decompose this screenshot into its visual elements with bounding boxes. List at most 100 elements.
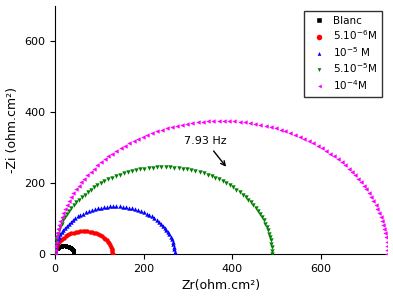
Point bbox=[151, 216, 157, 221]
Point bbox=[179, 122, 185, 127]
Point bbox=[167, 165, 173, 170]
Point bbox=[192, 169, 198, 173]
Point bbox=[138, 209, 144, 213]
Point bbox=[123, 205, 129, 209]
Point bbox=[52, 243, 59, 248]
Point bbox=[87, 170, 94, 174]
Point bbox=[73, 229, 79, 234]
Point bbox=[384, 252, 391, 257]
Point bbox=[268, 241, 275, 246]
Point bbox=[118, 146, 124, 150]
Point bbox=[141, 210, 147, 215]
Point bbox=[169, 239, 176, 244]
Point bbox=[94, 163, 101, 168]
Point bbox=[79, 229, 86, 234]
Point bbox=[261, 218, 267, 223]
Point bbox=[52, 250, 58, 255]
Legend: Blanc, 5.10$^{-6}$M, 10$^{-5}$ M, 5.10$^{-5}$M, 10$^{-4}$M: Blanc, 5.10$^{-6}$M, 10$^{-5}$ M, 5.10$^… bbox=[304, 11, 382, 97]
Point bbox=[104, 238, 110, 243]
Point bbox=[58, 238, 64, 243]
Point bbox=[56, 245, 62, 250]
Point bbox=[223, 181, 230, 186]
Point bbox=[169, 125, 175, 129]
Y-axis label: -Zi (ohm.cm²): -Zi (ohm.cm²) bbox=[6, 87, 18, 173]
Point bbox=[135, 136, 141, 141]
Point bbox=[53, 246, 59, 251]
Point bbox=[252, 121, 258, 126]
Point bbox=[381, 226, 387, 231]
Point bbox=[247, 121, 253, 125]
Point bbox=[53, 249, 59, 253]
Point bbox=[342, 163, 348, 168]
Point bbox=[319, 146, 325, 150]
Point bbox=[171, 165, 178, 170]
Point bbox=[109, 248, 116, 253]
Point bbox=[68, 246, 74, 251]
Point bbox=[146, 212, 152, 217]
Point bbox=[82, 229, 88, 234]
Point bbox=[195, 120, 201, 125]
Point bbox=[349, 170, 355, 174]
Point bbox=[97, 181, 104, 186]
Point bbox=[184, 167, 190, 172]
Point bbox=[94, 206, 101, 211]
Point bbox=[52, 252, 58, 257]
Point bbox=[55, 237, 61, 241]
Point bbox=[55, 231, 61, 236]
Point bbox=[231, 119, 237, 124]
Point bbox=[200, 119, 206, 124]
Point bbox=[60, 244, 66, 249]
Point bbox=[107, 243, 114, 248]
Point bbox=[52, 245, 59, 250]
Point bbox=[335, 157, 341, 162]
Point bbox=[58, 245, 64, 249]
Point bbox=[98, 160, 104, 164]
Point bbox=[52, 247, 59, 252]
Point bbox=[61, 235, 67, 240]
Point bbox=[230, 185, 236, 190]
Point bbox=[56, 234, 62, 239]
Point bbox=[69, 246, 75, 251]
Point bbox=[53, 242, 59, 246]
Point bbox=[373, 202, 379, 207]
Point bbox=[71, 252, 77, 257]
Point bbox=[171, 252, 178, 257]
Point bbox=[86, 229, 93, 234]
Point bbox=[208, 174, 215, 179]
Point bbox=[71, 250, 77, 255]
Point bbox=[52, 251, 58, 256]
Point bbox=[267, 125, 274, 129]
Point bbox=[162, 225, 168, 230]
Point bbox=[71, 203, 77, 208]
Point bbox=[52, 252, 58, 257]
Point bbox=[384, 248, 391, 252]
Point bbox=[89, 229, 95, 234]
Point bbox=[55, 246, 62, 251]
Point bbox=[126, 141, 132, 146]
Point bbox=[99, 234, 105, 239]
Point bbox=[158, 221, 164, 226]
Point bbox=[60, 210, 66, 215]
Point bbox=[94, 183, 101, 188]
Point bbox=[72, 216, 79, 221]
Point bbox=[52, 250, 58, 255]
Point bbox=[378, 214, 384, 219]
Point bbox=[133, 168, 139, 173]
Point bbox=[170, 242, 176, 246]
Point bbox=[212, 175, 219, 180]
Point bbox=[227, 183, 233, 188]
Point bbox=[57, 218, 63, 223]
Point bbox=[65, 245, 72, 249]
Point bbox=[242, 120, 248, 125]
Point bbox=[84, 190, 91, 194]
Point bbox=[164, 126, 170, 131]
Point bbox=[259, 215, 265, 220]
Point bbox=[163, 165, 169, 170]
Point bbox=[54, 243, 61, 248]
Point bbox=[370, 198, 376, 203]
Point bbox=[71, 249, 77, 254]
Point bbox=[262, 221, 268, 226]
Point bbox=[116, 172, 123, 177]
Point bbox=[144, 132, 151, 137]
Point bbox=[52, 248, 59, 253]
